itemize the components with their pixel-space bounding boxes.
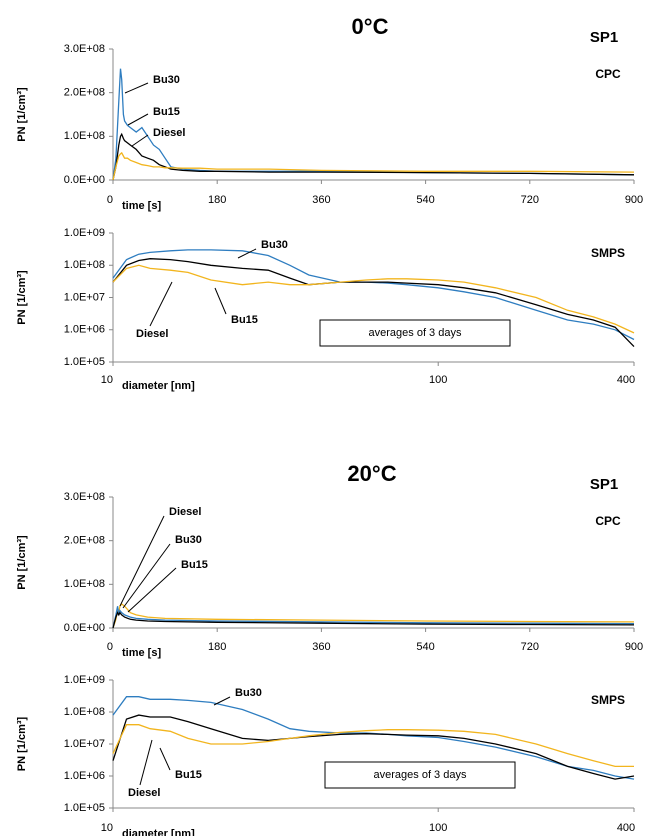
leader-line [159, 747, 171, 771]
x-axis-label: diameter [nm] [122, 828, 195, 836]
series-line [112, 714, 635, 780]
y-tick-label: 1.0E+09 [64, 674, 105, 686]
y-tick-label: 2.0E+08 [64, 87, 105, 99]
x-tick-label: 360 [312, 194, 330, 206]
leader-line [214, 287, 227, 315]
x-tick-label: 180 [208, 194, 226, 206]
note-box [324, 761, 516, 789]
y-tick-label: 1.0E+08 [64, 578, 105, 590]
y-tick-label: 0.0E+00 [64, 622, 105, 634]
leader-line [131, 134, 149, 147]
y-tick-label: 1.0E+08 [64, 259, 105, 271]
y-axis-label: PN [1/cm³] [16, 87, 28, 142]
leader-line [127, 113, 149, 126]
y-tick-label: 1.0E+08 [64, 130, 105, 142]
series-label: Bu15 [175, 769, 202, 781]
series-line [112, 724, 634, 768]
series-line [112, 132, 635, 181]
instrument-label: CPC [595, 67, 621, 81]
x-tick-label: 540 [416, 194, 434, 206]
chart-title: 0°C [352, 14, 389, 39]
y-axis-label: PN [1/cm³] [16, 270, 28, 325]
note: averages of 3 days [374, 769, 467, 781]
series-label: Bu15 [181, 559, 208, 571]
y-tick-label: 2.0E+08 [64, 535, 105, 547]
y-tick-label: 1.0E+05 [64, 802, 105, 814]
instrument-label: SMPS [591, 246, 625, 260]
series-label: Bu15 [153, 106, 180, 118]
x-tick-label: 720 [521, 194, 539, 206]
series-label: Bu30 [261, 239, 288, 251]
y-tick-label: 1.0E+08 [64, 706, 105, 718]
x-tick-label: 10 [101, 374, 113, 386]
series-label: Bu30 [175, 534, 202, 546]
x-tick-label: 400 [617, 374, 635, 386]
x-tick-label: 100 [429, 822, 447, 834]
y-tick-label: 3.0E+08 [64, 491, 105, 503]
series-label: Diesel [128, 787, 160, 799]
x-tick-label: 360 [312, 641, 330, 653]
leader-line [122, 543, 171, 609]
series-line [112, 611, 635, 629]
series-label: Diesel [169, 506, 201, 518]
y-tick-label: 1.0E+06 [64, 770, 105, 782]
chart-title: 20°C [347, 461, 396, 486]
x-tick-label: 100 [429, 374, 447, 386]
subtitle: SP1 [590, 29, 618, 46]
y-tick-label: 1.0E+06 [64, 324, 105, 336]
x-tick-label: 900 [625, 194, 643, 206]
leader-line [124, 82, 149, 94]
leader-line [139, 739, 153, 786]
series-line [112, 68, 635, 181]
note: averages of 3 days [369, 327, 462, 339]
series-label: Bu30 [153, 74, 180, 86]
x-tick-label: 720 [521, 641, 539, 653]
x-axis-label: time [s] [122, 200, 161, 212]
series-line [112, 606, 635, 629]
y-tick-label: 3.0E+08 [64, 43, 105, 55]
y-axis-label: PN [1/cm³] [16, 716, 28, 771]
series-label: Diesel [153, 127, 185, 139]
y-tick-label: 0.0E+00 [64, 174, 105, 186]
subtitle: SP1 [590, 476, 618, 493]
y-tick-label: 1.0E+07 [64, 738, 105, 750]
series-label: Bu30 [235, 687, 262, 699]
y-tick-label: 1.0E+07 [64, 291, 105, 303]
y-axis-label: PN [1/cm³] [16, 535, 28, 590]
leader-line [213, 696, 231, 706]
x-axis-label: time [s] [122, 647, 161, 659]
y-tick-label: 1.0E+05 [64, 356, 105, 368]
series-line [112, 151, 635, 181]
x-tick-label: 400 [617, 822, 635, 834]
leader-line [127, 567, 177, 613]
x-tick-label: 180 [208, 641, 226, 653]
x-tick-label: 900 [625, 641, 643, 653]
series-label: Diesel [136, 328, 168, 340]
x-tick-label: 0 [107, 194, 113, 206]
series-label: Bu15 [231, 314, 258, 326]
x-tick-label: 10 [101, 822, 113, 834]
instrument-label: CPC [595, 514, 621, 528]
x-axis-label: diameter [nm] [122, 380, 195, 392]
series-line [112, 264, 635, 334]
x-tick-label: 540 [416, 641, 434, 653]
instrument-label: SMPS [591, 693, 625, 707]
leader-line [119, 515, 165, 607]
x-tick-label: 0 [107, 641, 113, 653]
leader-line [237, 248, 257, 259]
leader-line [149, 281, 173, 327]
note-box [319, 319, 511, 347]
y-tick-label: 1.0E+09 [64, 227, 105, 239]
